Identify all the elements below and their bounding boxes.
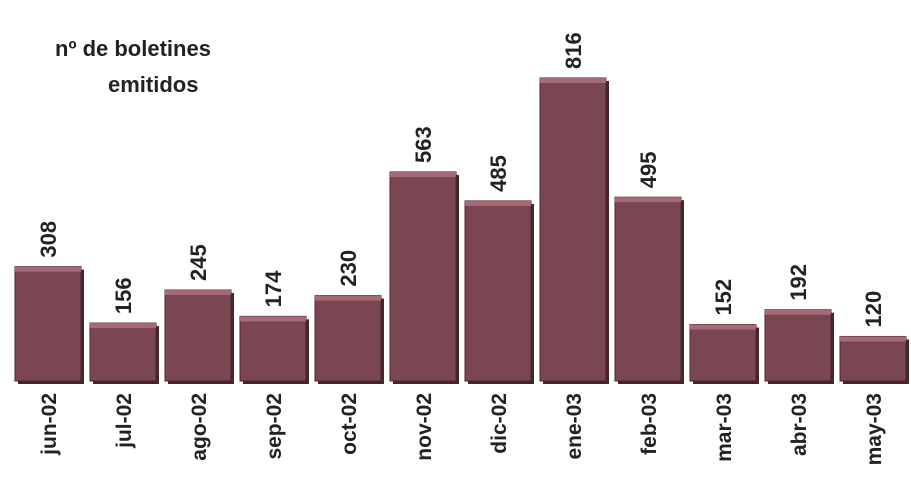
data-label-jun-02: 308 <box>36 221 61 258</box>
bar-dic-02 <box>464 200 532 382</box>
category-labels-group: jun-02 jul-02 ago-02 sep-02 oct-02 nov-02 dic-… <box>38 393 886 465</box>
bar-top-highlight <box>165 290 231 296</box>
data-label-dic-02: 485 <box>486 155 511 192</box>
bar-top-highlight <box>390 171 456 177</box>
category-label-may-03: may-03 <box>863 393 886 465</box>
bar-jun-02 <box>14 266 82 382</box>
bar-nov-02 <box>389 171 457 382</box>
category-label-abr-03: abr-03 <box>788 393 811 456</box>
category-label-dic-02: dic-02 <box>488 393 511 454</box>
bar-top-highlight <box>615 197 681 203</box>
data-labels-group: 308 156 245 174 230 563 485 816 495 152 192 120 <box>36 32 886 327</box>
bar-top-highlight <box>240 316 306 322</box>
bar-top-highlight <box>315 295 381 301</box>
data-label-abr-03: 192 <box>786 264 811 301</box>
data-label-mar-03: 152 <box>711 279 736 316</box>
category-label-sep-02: sep-02 <box>263 393 286 460</box>
bar-top-highlight <box>540 78 606 83</box>
data-label-may-03: 120 <box>861 291 886 328</box>
bar-top-highlight <box>465 200 531 206</box>
category-label-oct-02: oct-02 <box>338 393 361 455</box>
data-label-jul-02: 156 <box>111 277 136 314</box>
category-label-nov-02: nov-02 <box>413 393 436 461</box>
bar-top-highlight <box>840 336 906 342</box>
bar-feb-03 <box>614 196 682 382</box>
category-label-feb-03: feb-03 <box>638 393 661 455</box>
chart-title-line-2: emitidos <box>108 72 198 97</box>
bar-jul-02 <box>89 322 157 382</box>
data-label-sep-02: 174 <box>261 270 286 307</box>
data-label-feb-03: 495 <box>636 151 661 188</box>
bar-mar-03 <box>689 324 757 382</box>
data-label-ago-02: 245 <box>186 244 211 281</box>
data-label-oct-02: 230 <box>336 250 361 287</box>
bar-top-highlight <box>765 309 831 315</box>
category-label-jun-02: jun-02 <box>38 393 61 456</box>
bar-sep-02 <box>239 315 307 382</box>
data-label-ene-03: 816 <box>561 32 586 69</box>
data-label-nov-02: 563 <box>411 126 436 163</box>
chart-title-line-1: nº de boletines <box>55 36 211 61</box>
category-label-jul-02: jul-02 <box>113 393 136 449</box>
bar-top-highlight <box>90 323 156 329</box>
bars-group <box>14 77 909 384</box>
bar-may-03 <box>839 335 907 382</box>
bar-oct-02 <box>314 295 382 382</box>
category-label-ago-02: ago-02 <box>188 393 211 461</box>
category-label-mar-03: mar-03 <box>713 393 736 462</box>
category-label-ene-03: ene-03 <box>563 393 586 460</box>
bar-ago-02 <box>164 289 232 382</box>
bar-top-highlight <box>690 324 756 330</box>
bar-top-highlight <box>15 266 81 272</box>
bar-ene-03 <box>539 77 607 382</box>
bar-abr-03 <box>764 309 832 382</box>
